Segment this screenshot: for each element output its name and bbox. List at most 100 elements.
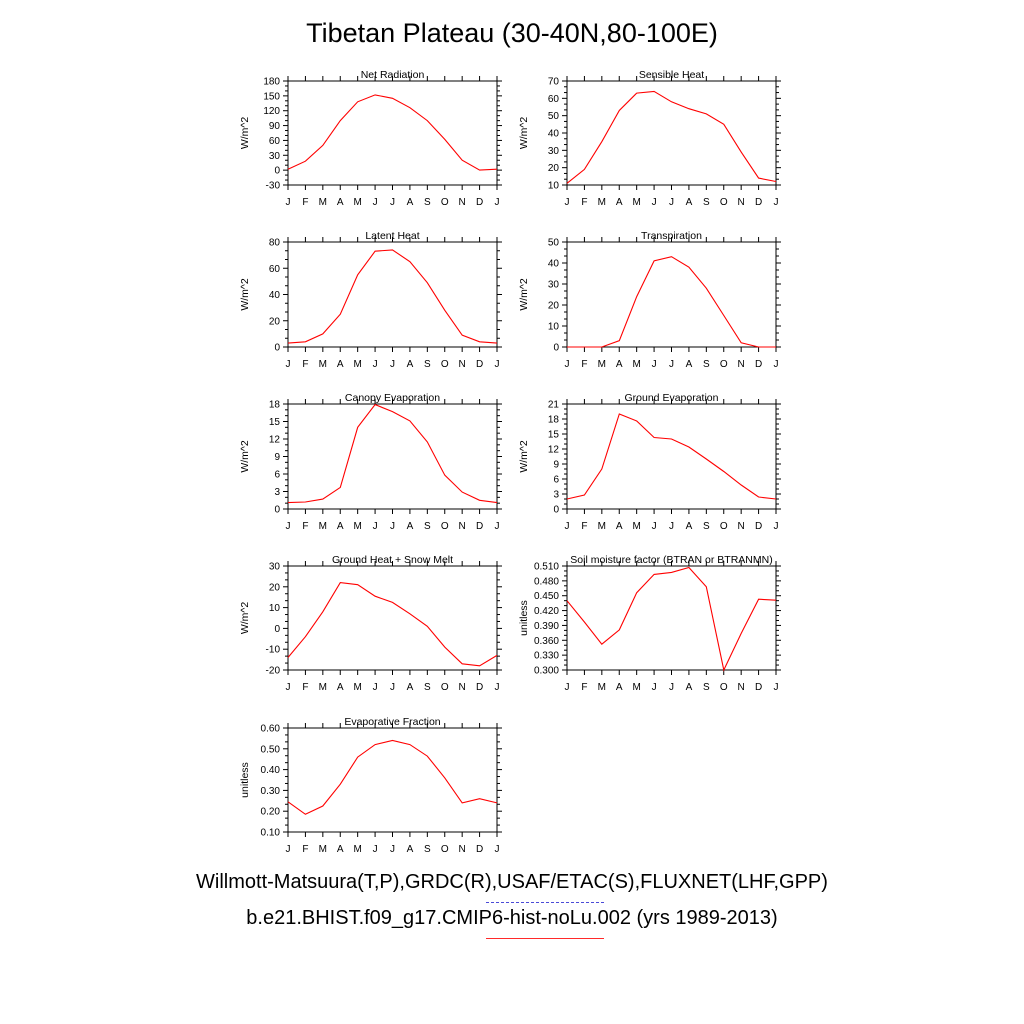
x-tick-label: J <box>669 197 674 208</box>
y-tick-label: -30 <box>266 181 281 192</box>
y-tick-label: 30 <box>548 280 560 291</box>
plot-frame <box>566 80 777 186</box>
x-tick-label: A <box>407 521 414 532</box>
x-tick-label: J <box>669 682 674 693</box>
y-tick-label: 60 <box>269 264 281 275</box>
x-tick-label: O <box>441 359 449 370</box>
y-tick-label: 60 <box>269 136 281 147</box>
plot-frame <box>566 241 777 348</box>
plot-frame <box>287 241 498 348</box>
y-tick-label: 30 <box>548 146 560 157</box>
x-tick-label: J <box>390 521 395 532</box>
x-tick-label: J <box>652 197 657 208</box>
plot-frame <box>287 727 498 833</box>
x-tick-label: M <box>353 359 361 370</box>
panel-title: Ground Evaporation <box>625 392 719 404</box>
y-tick-label: 12 <box>548 445 560 456</box>
x-tick-label: A <box>407 844 414 855</box>
y-tick-label: 40 <box>548 259 560 270</box>
x-tick-label: D <box>476 844 483 855</box>
x-tick-label: J <box>286 682 291 693</box>
panel-title: Net Radiation <box>361 69 425 81</box>
y-tick-label: 0.20 <box>261 807 281 818</box>
x-tick-label: A <box>616 197 623 208</box>
panel-title: Evaporative Fraction <box>344 716 440 728</box>
x-tick-label: J <box>286 844 291 855</box>
x-tick-label: A <box>407 197 414 208</box>
x-tick-label: J <box>652 359 657 370</box>
x-tick-label: A <box>337 844 344 855</box>
y-tick-label: 0.60 <box>261 724 281 735</box>
x-tick-label: D <box>476 359 483 370</box>
x-tick-label: J <box>495 359 500 370</box>
x-tick-label: J <box>565 521 570 532</box>
y-tick-label: 150 <box>263 91 280 102</box>
x-tick-label: O <box>441 197 449 208</box>
y-tick-label: 0.480 <box>534 576 559 587</box>
x-tick-label: J <box>390 682 395 693</box>
y-tick-label: 18 <box>269 400 281 411</box>
y-tick-label: 0.50 <box>261 744 281 755</box>
x-tick-label: N <box>738 682 745 693</box>
x-tick-label: M <box>353 844 361 855</box>
y-tick-label: 70 <box>548 77 560 88</box>
series-line <box>287 739 498 815</box>
x-tick-label: F <box>302 359 308 370</box>
x-tick-label: O <box>720 197 728 208</box>
plot-frame <box>566 403 777 510</box>
x-tick-label: J <box>373 521 378 532</box>
x-tick-label: A <box>616 682 623 693</box>
x-tick-label: M <box>319 521 327 532</box>
x-tick-label: N <box>459 197 466 208</box>
x-tick-label: J <box>565 197 570 208</box>
series-line <box>287 582 498 667</box>
x-tick-label: O <box>720 682 728 693</box>
y-tick-label: 20 <box>548 301 560 312</box>
panel: Evaporative Fraction 0.10 0.20 0.30 0.40 0.50… <box>239 716 502 855</box>
x-tick-label: D <box>755 359 762 370</box>
y-tick-label: 0 <box>553 343 559 354</box>
y-axis-label: W/m^2 <box>239 440 251 473</box>
x-tick-label: A <box>686 521 693 532</box>
y-tick-label: -10 <box>266 645 281 656</box>
series-line <box>566 566 777 672</box>
y-tick-label: 6 <box>553 475 559 486</box>
y-tick-label: 3 <box>553 490 559 501</box>
x-tick-label: S <box>703 359 710 370</box>
x-tick-label: D <box>755 521 762 532</box>
y-tick-label: 21 <box>548 400 560 411</box>
x-tick-label: S <box>424 682 431 693</box>
x-tick-label: M <box>632 197 640 208</box>
y-tick-label: 10 <box>548 181 560 192</box>
y-tick-label: 0 <box>274 624 280 635</box>
legend-model-swatch <box>486 938 604 939</box>
x-tick-label: A <box>407 682 414 693</box>
y-tick-label: 0 <box>274 166 280 177</box>
x-tick-label: N <box>459 521 466 532</box>
x-tick-label: A <box>337 682 344 693</box>
y-tick-label: 10 <box>269 603 281 614</box>
x-tick-label: F <box>581 359 587 370</box>
y-axis-label: W/m^2 <box>239 117 251 150</box>
y-tick-label: 0.300 <box>534 666 559 677</box>
plot-frame <box>566 565 777 671</box>
series-line <box>287 249 498 344</box>
x-tick-label: M <box>632 521 640 532</box>
legend-observations-swatch <box>486 902 604 903</box>
x-tick-label: A <box>686 197 693 208</box>
x-tick-label: N <box>738 197 745 208</box>
x-tick-label: A <box>337 359 344 370</box>
x-tick-label: J <box>774 197 779 208</box>
x-tick-label: J <box>774 521 779 532</box>
y-tick-label: -20 <box>266 666 281 677</box>
x-tick-label: M <box>632 359 640 370</box>
x-tick-label: O <box>441 844 449 855</box>
x-tick-label: M <box>598 197 606 208</box>
y-tick-label: 0 <box>274 343 280 354</box>
x-tick-label: J <box>669 359 674 370</box>
y-tick-label: 15 <box>548 430 560 441</box>
y-tick-label: 12 <box>269 435 281 446</box>
